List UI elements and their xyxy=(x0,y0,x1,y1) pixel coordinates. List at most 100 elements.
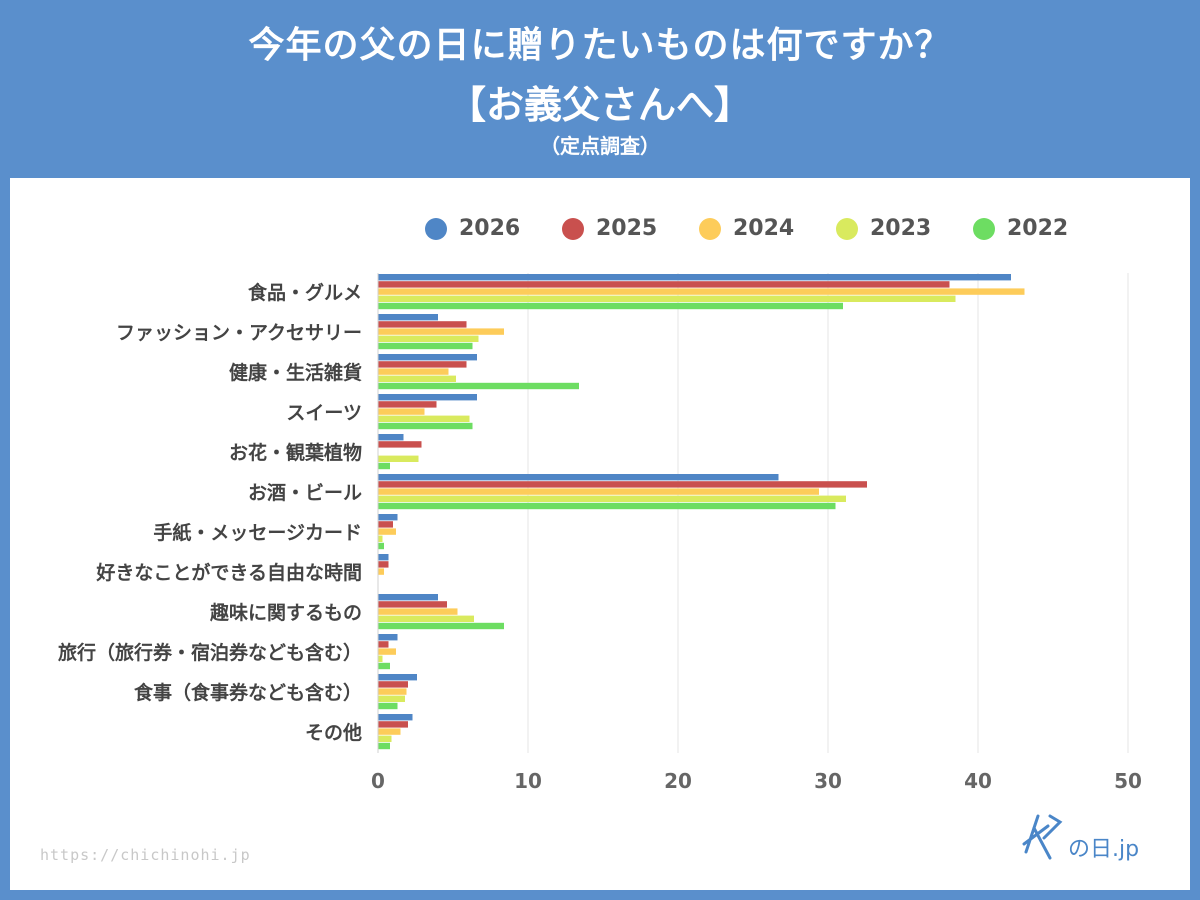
category-label: ファッション・アクセサリー xyxy=(116,322,362,344)
x-tick-label-30: 30 xyxy=(814,769,842,793)
bar-2023-6 xyxy=(378,535,383,542)
chart-title-line2: 【お義父さんへ】 xyxy=(447,83,752,127)
bar-2025-0 xyxy=(378,281,950,288)
bar-2023-11 xyxy=(378,735,392,742)
category-label: お花・観葉植物 xyxy=(229,441,362,464)
bar-2022-1 xyxy=(378,342,473,350)
legend-swatch-2023 xyxy=(836,217,858,240)
legend-swatch-2022 xyxy=(973,217,995,240)
bar-2026-2 xyxy=(378,354,477,361)
legend-item-2024: 2024 xyxy=(699,216,836,241)
bar-2023-4 xyxy=(378,455,419,462)
bar-2022-6 xyxy=(378,542,384,550)
bar-2024-6 xyxy=(378,528,396,535)
bar-2023-0 xyxy=(378,295,956,302)
bar-2024-11 xyxy=(378,728,401,735)
bar-2024-9 xyxy=(378,648,396,655)
category-label: スイーツ xyxy=(286,402,362,424)
legend-label-2025: 2025 xyxy=(596,216,658,241)
bar-2026-8 xyxy=(378,594,438,601)
site-url: https://chichinohi.jp xyxy=(40,846,251,864)
legend-swatch-2024 xyxy=(699,217,721,240)
bar-2024-2 xyxy=(378,368,449,375)
bar-2025-7 xyxy=(378,561,389,568)
category-label: お酒・ビール xyxy=(248,482,362,504)
category-label: 食品・グルメ xyxy=(248,281,362,304)
bar-2023-3 xyxy=(378,415,470,422)
bar-2025-5 xyxy=(378,481,867,488)
bar-2023-2 xyxy=(378,375,456,382)
bar-2022-3 xyxy=(378,422,473,430)
x-tick-label-10: 10 xyxy=(514,769,542,793)
site-logo: の日.jp xyxy=(1022,814,1139,862)
bar-2025-8 xyxy=(378,601,447,608)
bar-2024-0 xyxy=(378,288,1025,295)
bar-2023-8 xyxy=(378,615,474,622)
header: 今年の父の日に贈りたいものは何ですか？ 【お義父さんへ】 （定点調査） xyxy=(0,0,1200,178)
bar-2024-10 xyxy=(378,688,407,695)
x-tick-label-40: 40 xyxy=(964,769,992,793)
category-label: 趣味に関するもの xyxy=(209,601,362,624)
bar-2026-4 xyxy=(378,434,404,441)
legend-label-2026: 2026 xyxy=(459,216,521,241)
bar-2025-11 xyxy=(378,721,408,728)
bar-2025-3 xyxy=(378,401,437,408)
bar-2022-8 xyxy=(378,622,504,630)
bar-2025-9 xyxy=(378,641,389,648)
legend-label-2023: 2023 xyxy=(870,216,932,241)
x-tick-label-20: 20 xyxy=(664,769,692,793)
category-label: 手紙・メッセージカード xyxy=(153,521,362,544)
legend-label-2024: 2024 xyxy=(733,216,795,241)
bar-2026-0 xyxy=(378,274,1011,281)
chart-title: 今年の父の日に贈りたいものは何ですか？ xyxy=(248,25,952,66)
bar-2023-9 xyxy=(378,655,383,662)
bar-2025-1 xyxy=(378,321,467,328)
bar-2023-5 xyxy=(378,495,846,502)
bar-2022-10 xyxy=(378,702,398,710)
bar-chart: 0 10 20 30 40 50 食品・グルメファッション・アクセサリー健康・生活雑貨スイー… xyxy=(58,273,1142,793)
bar-2023-1 xyxy=(378,335,479,342)
bar-2025-2 xyxy=(378,361,467,368)
svg-text:の日.jp: の日.jp xyxy=(1068,837,1139,862)
legend-swatch-2025 xyxy=(562,217,584,240)
bar-2025-10 xyxy=(378,681,408,688)
bar-2026-1 xyxy=(378,314,438,321)
bar-2024-3 xyxy=(378,408,425,415)
legend-item-2026: 2026 xyxy=(425,216,562,241)
category-label: 好きなことができる自由な時間 xyxy=(95,561,362,584)
legend-item-2023: 2023 xyxy=(836,216,973,241)
category-label: 健康・生活雑貨 xyxy=(229,361,362,384)
bar-2026-5 xyxy=(378,474,779,481)
category-label: 食事（食事券なども含む） xyxy=(134,681,362,704)
bar-2026-7 xyxy=(378,554,389,561)
bar-2022-2 xyxy=(378,382,579,390)
legend-label-2022: 2022 xyxy=(1007,216,1069,241)
bar-2026-10 xyxy=(378,674,417,681)
chart-panel: 2026 2025 2024 2023 2022 0 10 20 30 40 50 食品・グ… xyxy=(10,178,1190,890)
bar-2025-6 xyxy=(378,521,393,528)
bar-2026-11 xyxy=(378,714,413,721)
legend-item-2025: 2025 xyxy=(562,216,699,241)
bar-2026-6 xyxy=(378,514,398,521)
bar-2024-5 xyxy=(378,488,819,495)
bar-2022-9 xyxy=(378,662,390,670)
bar-2026-9 xyxy=(378,634,398,641)
bar-2022-5 xyxy=(378,502,836,510)
bar-2026-3 xyxy=(378,394,477,401)
legend-swatch-2026 xyxy=(425,217,447,240)
bar-2023-10 xyxy=(378,695,405,702)
x-tick-label-0: 0 xyxy=(371,769,385,793)
bar-2024-1 xyxy=(378,328,504,335)
category-label: 旅行（旅行券・宿泊券なども含む） xyxy=(58,641,362,664)
bar-2022-0 xyxy=(378,302,843,310)
legend: 2026 2025 2024 2023 2022 xyxy=(425,216,1110,241)
bar-2024-7 xyxy=(378,568,384,575)
legend-item-2022: 2022 xyxy=(973,216,1110,241)
bar-2025-4 xyxy=(378,441,422,448)
chart-subtitle: （定点調査） xyxy=(540,134,660,158)
bar-2022-4 xyxy=(378,462,390,470)
category-label: その他 xyxy=(305,721,362,744)
bar-2024-8 xyxy=(378,608,458,615)
x-tick-label-50: 50 xyxy=(1114,769,1142,793)
bar-2022-11 xyxy=(378,742,390,750)
